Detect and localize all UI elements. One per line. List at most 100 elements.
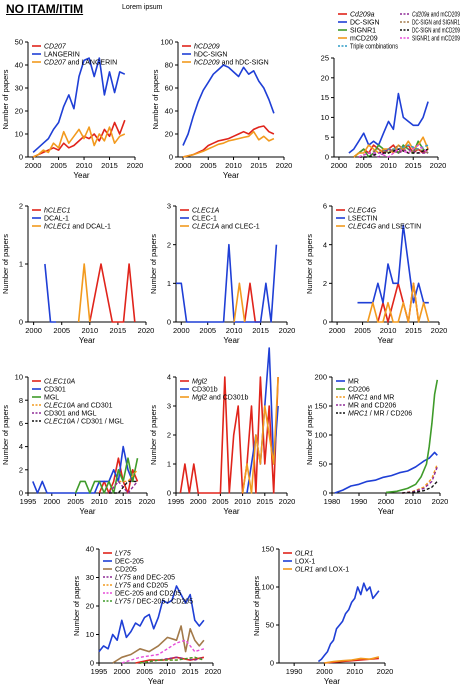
x-tick-label: 2005 <box>53 326 70 335</box>
x-tick-label: 2015 <box>101 161 118 170</box>
y-tick-label: 100 <box>261 583 274 592</box>
x-tick-label: 2020 <box>431 326 448 335</box>
legend-entry: SIGNR1 <box>350 28 376 35</box>
legend-label: DC-SIGN <box>350 20 380 27</box>
x-tick-label: 2020 <box>430 161 447 170</box>
legend-label: and mCD209 <box>429 12 460 19</box>
series-line-2 <box>32 57 126 153</box>
x-tick-label: 2010 <box>380 326 397 335</box>
y-tick-label: 2 <box>167 431 171 440</box>
x-tick-label: 2010 <box>405 497 422 506</box>
series-line-1 <box>243 282 261 323</box>
series-line-1 <box>182 125 275 158</box>
series-line-2 <box>182 64 275 146</box>
x-tick-label: 2000 <box>113 667 130 676</box>
legend-gene-name: CLEC10A <box>44 379 75 386</box>
legend-entry: hCLEC1 <box>44 208 71 215</box>
legend-entry: CLEC10A and CD301 <box>44 403 113 410</box>
y-tick-label: 2 <box>19 202 23 211</box>
x-tick-label: 1990 <box>286 667 303 676</box>
x-tick-label: 2020 <box>139 497 156 506</box>
legend-label: and LSECTIN <box>376 224 421 231</box>
series-line-5 <box>402 480 438 494</box>
legend-entry: CLEC1A <box>192 208 220 215</box>
series-line-3 <box>77 263 91 323</box>
series-line-8 <box>358 148 429 158</box>
legend-label: DC-SIGN and SIGNR1 <box>412 20 460 27</box>
legend-entry: Mgl2 and CD301b <box>192 395 249 402</box>
x-tick-label: 2000 <box>43 497 60 506</box>
legend-gene-name: Cd209a <box>412 12 429 19</box>
y-tick-label: 0 <box>325 153 329 162</box>
x-tick-label: 2010 <box>234 497 251 506</box>
legend-entry: Triple combinations <box>350 44 398 51</box>
y-tick-label: 20 <box>15 107 23 116</box>
series-line-2 <box>98 585 205 653</box>
legend-entry: Cd209a and mCD209 <box>412 12 460 19</box>
x-axis-label: Year <box>73 171 90 180</box>
y-axis-label: Number of papers <box>305 405 314 465</box>
legend-entry: hCLEC1 and DCAL-1 <box>44 224 111 231</box>
legend-gene-name: hCD209 <box>194 44 220 51</box>
x-tick-label: 2020 <box>205 667 222 676</box>
y-tick-label: 200 <box>314 373 327 382</box>
series-line-3 <box>366 282 430 323</box>
x-tick-label: 2015 <box>252 326 269 335</box>
x-tick-label: 2000 <box>173 326 190 335</box>
y-tick-label: 20 <box>321 73 329 82</box>
legend-entry: SIGNR1 and mCD209 <box>412 36 460 43</box>
series-line-1 <box>32 119 126 158</box>
x-tick-label: 1990 <box>351 497 368 506</box>
legend-label: SIGNR1 and mCD209 <box>412 36 460 43</box>
y-tick-label: 4 <box>323 240 327 249</box>
x-tick-label: 2010 <box>225 161 242 170</box>
legend-entry: CD301 and MGL <box>44 411 97 418</box>
legend-entry: CD301 <box>44 387 66 394</box>
y-tick-label: 0 <box>167 489 171 498</box>
y-tick-label: 10 <box>15 373 23 382</box>
chart-8: 1995 2000 2005 2010 2015 2020 0 1 2 3 4 Year Number … <box>149 347 295 516</box>
x-axis-label: Year <box>223 336 240 345</box>
y-tick-label: 50 <box>319 460 327 469</box>
series-line-1 <box>179 376 279 494</box>
y-tick-label: 100 <box>314 431 327 440</box>
legend-gene-name: CLEC4G <box>348 224 377 231</box>
legend-entry: LOX-1 <box>295 559 315 566</box>
legend-label: hDC-SIGN <box>194 52 227 59</box>
legend-entry: CLEC4G <box>348 208 377 215</box>
legend-entry: CLEC10A <box>44 379 75 386</box>
legend-gene-name: CD207 <box>44 44 67 51</box>
y-tick-label: 60 <box>165 84 173 93</box>
series-line-3 <box>112 625 205 664</box>
legend-label: and LANGERIN <box>66 60 117 67</box>
legend-entry: CD301b <box>192 387 218 394</box>
y-tick-label: 10 <box>15 130 23 139</box>
chart-4: 2000 2005 2010 2015 2020 0 1 2 Year Number of pap… <box>1 202 154 345</box>
series-line-2 <box>357 224 429 304</box>
y-tick-label: 0 <box>19 318 23 327</box>
y-tick-label: 40 <box>86 545 94 554</box>
legend-entry: CLEC10A / CD301 / MGL <box>44 419 124 426</box>
x-tick-label: 2000 <box>25 326 42 335</box>
y-tick-label: 30 <box>86 573 94 582</box>
legend-entry: Mgl2 <box>192 379 207 386</box>
y-tick-label: 100 <box>160 38 173 47</box>
legend-label: CD301 <box>44 387 66 394</box>
x-tick-label: 2015 <box>110 326 127 335</box>
legend-label: and DCAL-1 <box>70 224 111 231</box>
x-tick-label: 2015 <box>256 497 273 506</box>
x-tick-label: 2005 <box>212 497 229 506</box>
y-tick-label: 3 <box>167 202 171 211</box>
series-line-3 <box>241 376 279 494</box>
y-tick-label: 150 <box>314 402 327 411</box>
legend-gene-name: Mgl2 <box>192 395 207 402</box>
x-tick-label: 2005 <box>355 161 372 170</box>
y-tick-label: 0 <box>270 659 274 668</box>
legend-entry: DEC-205 and CD205 <box>115 591 181 598</box>
y-tick-label: 4 <box>19 442 23 451</box>
x-tick-label: 2000 <box>175 161 192 170</box>
y-axis-label: Number of papers <box>149 405 158 465</box>
legend-label: LSECTIN <box>348 216 378 223</box>
legend-label: LANGERIN <box>44 52 80 59</box>
y-tick-label: 2 <box>167 240 171 249</box>
